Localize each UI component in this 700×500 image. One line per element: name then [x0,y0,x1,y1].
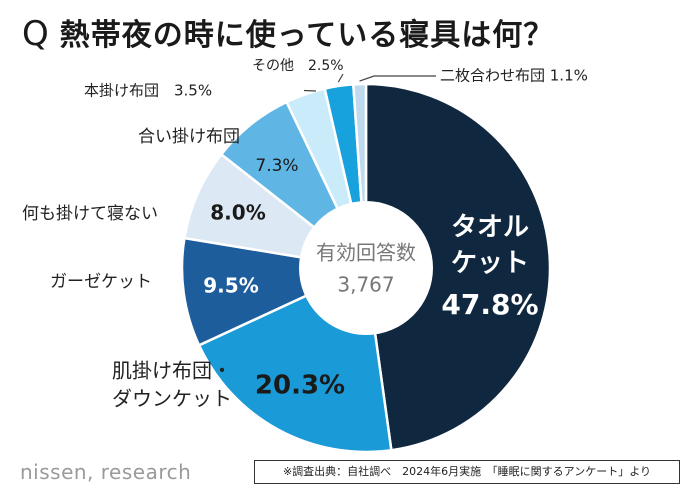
leader-nimai [359,75,436,82]
value-aikake: 7.3% [255,156,298,176]
source-note: ※調査出典：自社調べ 2024年6月実施 「睡眠に関するアンケート」より [254,460,680,484]
label-nothing: 何も掛けて寝ない [22,203,158,224]
label-honkake: 本掛け布団 3.5% [84,82,212,100]
center-label: 有効回答数 [316,241,416,265]
center-value: 3,767 [337,273,394,297]
pie-slice-1 [364,82,552,452]
label-nimai: 二枚合わせ布団 1.1% [440,67,588,85]
value-gauze: 9.5% [203,274,258,298]
brand-logo: nissen, research [20,460,192,484]
q-mark: Q [22,14,50,54]
chart-title: Q 熱帯夜の時に使っている寝具は何？ [22,12,682,56]
leader-other [337,73,344,83]
label-towel-2: ケット [451,249,529,279]
label-gauze: ガーゼケット [50,272,152,292]
label-aikake: 合い掛け布団 [138,127,240,147]
donut-hole [299,201,433,335]
label-towel-1: タオル [451,213,529,243]
value-hadakake: 20.3% [255,371,345,401]
label-hadakake-2: ダウンケット [112,387,232,411]
value-nothing: 8.0% [210,201,265,225]
label-hadakake-1: 肌掛け布団・ [112,359,232,383]
value-towel: 47.8% [441,288,538,321]
label-other: その他 2.5% [252,58,344,74]
title-text: 熱帯夜の時に使っている寝具は何？ [59,18,555,53]
